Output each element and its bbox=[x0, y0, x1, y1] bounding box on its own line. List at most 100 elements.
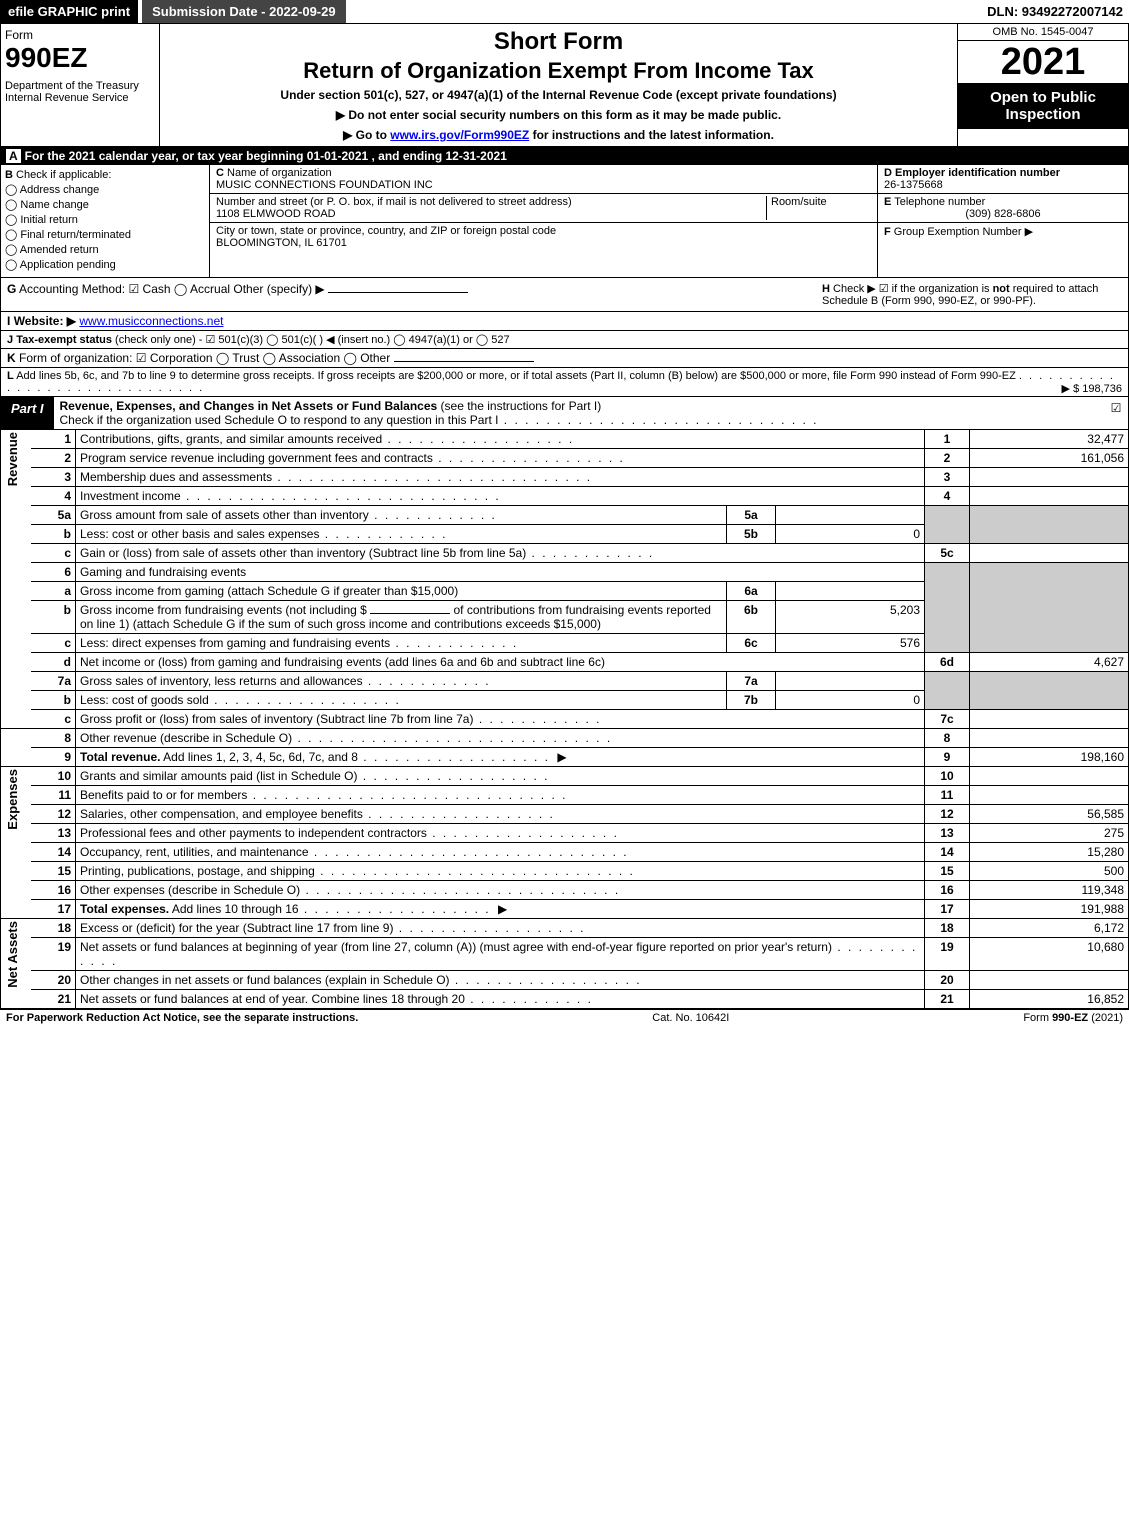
chk-initial-return[interactable]: ◯ Initial return bbox=[5, 213, 205, 226]
k-label: Form of organization: bbox=[19, 351, 132, 365]
room-suite: Room/suite bbox=[766, 196, 871, 220]
c-street-label: Number and street (or P. O. box, if mail… bbox=[216, 196, 572, 208]
instr2-pre: ▶ Go to bbox=[343, 128, 390, 142]
section-h: H Check ▶ ☑ if the organization is not r… bbox=[822, 282, 1122, 307]
g-label: Accounting Method: bbox=[19, 282, 125, 296]
section-c: C Name of organization MUSIC CONNECTIONS… bbox=[210, 165, 877, 277]
efile-label[interactable]: efile GRAPHIC print bbox=[0, 0, 138, 23]
chk-application-pending[interactable]: ◯ Application pending bbox=[5, 258, 205, 271]
line-16: 16 Other expenses (describe in Schedule … bbox=[1, 881, 1129, 900]
subtitle: Under section 501(c), 527, or 4947(a)(1)… bbox=[164, 88, 953, 102]
section-b: B Check if applicable: ◯ Address change … bbox=[1, 165, 210, 277]
h-letter: H bbox=[822, 283, 830, 295]
form-number: 990EZ bbox=[5, 42, 155, 74]
part1-title: Revenue, Expenses, and Changes in Net As… bbox=[54, 397, 1104, 429]
chk-address-change[interactable]: ◯ Address change bbox=[5, 183, 205, 196]
line-13: 13 Professional fees and other payments … bbox=[1, 824, 1129, 843]
short-form-title: Short Form bbox=[164, 28, 953, 56]
l-amount: ▶ $ 198,736 bbox=[1062, 382, 1122, 395]
footer-mid: Cat. No. 10642I bbox=[358, 1012, 1023, 1024]
c-city-row: City or town, state or province, country… bbox=[210, 223, 877, 277]
group-arrow: ▶ bbox=[1025, 226, 1033, 238]
line-19: 19 Net assets or fund balances at beginn… bbox=[1, 938, 1129, 971]
line-5c: c Gain or (loss) from sale of assets oth… bbox=[1, 544, 1129, 563]
line9-bold: Total revenue. bbox=[80, 750, 160, 764]
part1-title-bold: Revenue, Expenses, and Changes in Net As… bbox=[60, 399, 438, 413]
k-letter: K bbox=[7, 351, 16, 365]
ein-value: 26-1375668 bbox=[884, 179, 943, 191]
tel-value: (309) 828-6806 bbox=[884, 208, 1122, 220]
line-3: 3 Membership dues and assessments 3 bbox=[1, 468, 1129, 487]
chk-name-change[interactable]: ◯ Name change bbox=[5, 198, 205, 211]
c-letter: C bbox=[216, 167, 224, 179]
section-d-e-f: D Employer identification number 26-1375… bbox=[877, 165, 1128, 277]
d-letter: D bbox=[884, 167, 892, 179]
line-18: Net Assets 18 Excess or (deficit) for th… bbox=[1, 919, 1129, 938]
c-city-label: City or town, state or province, country… bbox=[216, 225, 556, 237]
ein-label: Employer identification number bbox=[895, 167, 1060, 179]
part1-sub: (see the instructions for Part I) bbox=[441, 399, 602, 413]
tel-label: Telephone number bbox=[894, 196, 985, 208]
return-title: Return of Organization Exempt From Incom… bbox=[164, 58, 953, 84]
lines-table: Revenue 1 Contributions, gifts, grants, … bbox=[0, 430, 1129, 1009]
i-letter: I bbox=[7, 314, 10, 328]
line-6: 6 Gaming and fundraising events bbox=[1, 563, 1129, 582]
instr2-post: for instructions and the latest informat… bbox=[529, 128, 774, 142]
header-right: OMB No. 1545-0047 2021 Open to Public In… bbox=[957, 24, 1128, 146]
line-8: 8 Other revenue (describe in Schedule O)… bbox=[1, 729, 1129, 748]
section-l: L Add lines 5b, 6c, and 7b to line 9 to … bbox=[0, 368, 1129, 397]
chk-final-return[interactable]: ◯ Final return/terminated bbox=[5, 228, 205, 241]
line-15: 15 Printing, publications, postage, and … bbox=[1, 862, 1129, 881]
instruction-1: ▶ Do not enter social security numbers o… bbox=[164, 108, 953, 122]
h-not: not bbox=[993, 283, 1010, 295]
website-link[interactable]: www.musicconnections.net bbox=[79, 314, 223, 328]
k-other-line[interactable] bbox=[394, 361, 534, 362]
chk-accrual[interactable]: ◯ bbox=[174, 282, 187, 296]
tax-year: 2021 bbox=[958, 41, 1128, 83]
footer-left: For Paperwork Reduction Act Notice, see … bbox=[6, 1012, 358, 1024]
section-g: G Accounting Method: ☑ Cash ◯ Accrual Ot… bbox=[7, 282, 822, 307]
line17-bold: Total expenses. bbox=[80, 902, 169, 916]
line-11: 11 Benefits paid to or for members 11 bbox=[1, 786, 1129, 805]
chk-cash[interactable]: ☑ bbox=[128, 282, 139, 296]
c-name-row: C Name of organization MUSIC CONNECTIONS… bbox=[210, 165, 877, 194]
c-name-label: Name of organization bbox=[227, 167, 332, 179]
line-9: 9 Total revenue. Total revenue. Add line… bbox=[1, 748, 1129, 767]
k-text: ☑ Corporation ◯ Trust ◯ Association ◯ Ot… bbox=[136, 351, 390, 365]
other-specify-line[interactable] bbox=[328, 292, 468, 293]
line-14: 14 Occupancy, rent, utilities, and maint… bbox=[1, 843, 1129, 862]
footer: For Paperwork Reduction Act Notice, see … bbox=[0, 1009, 1129, 1026]
org-city: BLOOMINGTON, IL 61701 bbox=[216, 237, 347, 249]
department: Department of the Treasury Internal Reve… bbox=[5, 80, 155, 104]
d-ein: D Employer identification number 26-1375… bbox=[878, 165, 1128, 194]
open-public: Open to Public Inspection bbox=[958, 83, 1128, 129]
section-a-text: For the 2021 calendar year, or tax year … bbox=[25, 149, 507, 163]
f-group: F Group Exemption Number ▶ bbox=[878, 223, 1128, 277]
row-g-h: G Accounting Method: ☑ Cash ◯ Accrual Ot… bbox=[0, 278, 1129, 312]
e-telephone: E Telephone number (309) 828-6806 bbox=[878, 194, 1128, 223]
submission-date: Submission Date - 2022-09-29 bbox=[142, 0, 346, 23]
chk-amended-return[interactable]: ◯ Amended return bbox=[5, 243, 205, 256]
form-header: Form 990EZ Department of the Treasury In… bbox=[0, 24, 1129, 147]
b-letter: B bbox=[5, 169, 13, 181]
instruction-2: ▶ Go to www.irs.gov/Form990EZ for instru… bbox=[164, 128, 953, 142]
j-text: (check only one) - ☑ 501(c)(3) ◯ 501(c)(… bbox=[115, 334, 510, 346]
line-1: Revenue 1 Contributions, gifts, grants, … bbox=[1, 430, 1129, 449]
line-7c: c Gross profit or (loss) from sales of i… bbox=[1, 710, 1129, 729]
g-other: Other (specify) ▶ bbox=[233, 282, 324, 296]
line-21: 21 Net assets or fund balances at end of… bbox=[1, 990, 1129, 1009]
irs-link[interactable]: www.irs.gov/Form990EZ bbox=[390, 128, 529, 142]
6b-blank bbox=[370, 613, 450, 614]
part1-header: Part I Revenue, Expenses, and Changes in… bbox=[0, 397, 1129, 430]
form-word: Form bbox=[5, 28, 155, 42]
expenses-vlabel: Expenses bbox=[5, 769, 20, 830]
l-text: Add lines 5b, 6c, and 7b to line 9 to de… bbox=[16, 370, 1016, 382]
line-4: 4 Investment income 4 bbox=[1, 487, 1129, 506]
part1-label: Part I bbox=[1, 397, 54, 429]
section-j: J Tax-exempt status (check only one) - ☑… bbox=[0, 331, 1129, 349]
group-label: Group Exemption Number bbox=[894, 226, 1022, 238]
line-10: Expenses 10 Grants and similar amounts p… bbox=[1, 767, 1129, 786]
top-bar: efile GRAPHIC print Submission Date - 20… bbox=[0, 0, 1129, 24]
c-street-row: Number and street (or P. O. box, if mail… bbox=[210, 194, 877, 223]
part1-checkbox[interactable]: ☑ bbox=[1104, 397, 1128, 429]
